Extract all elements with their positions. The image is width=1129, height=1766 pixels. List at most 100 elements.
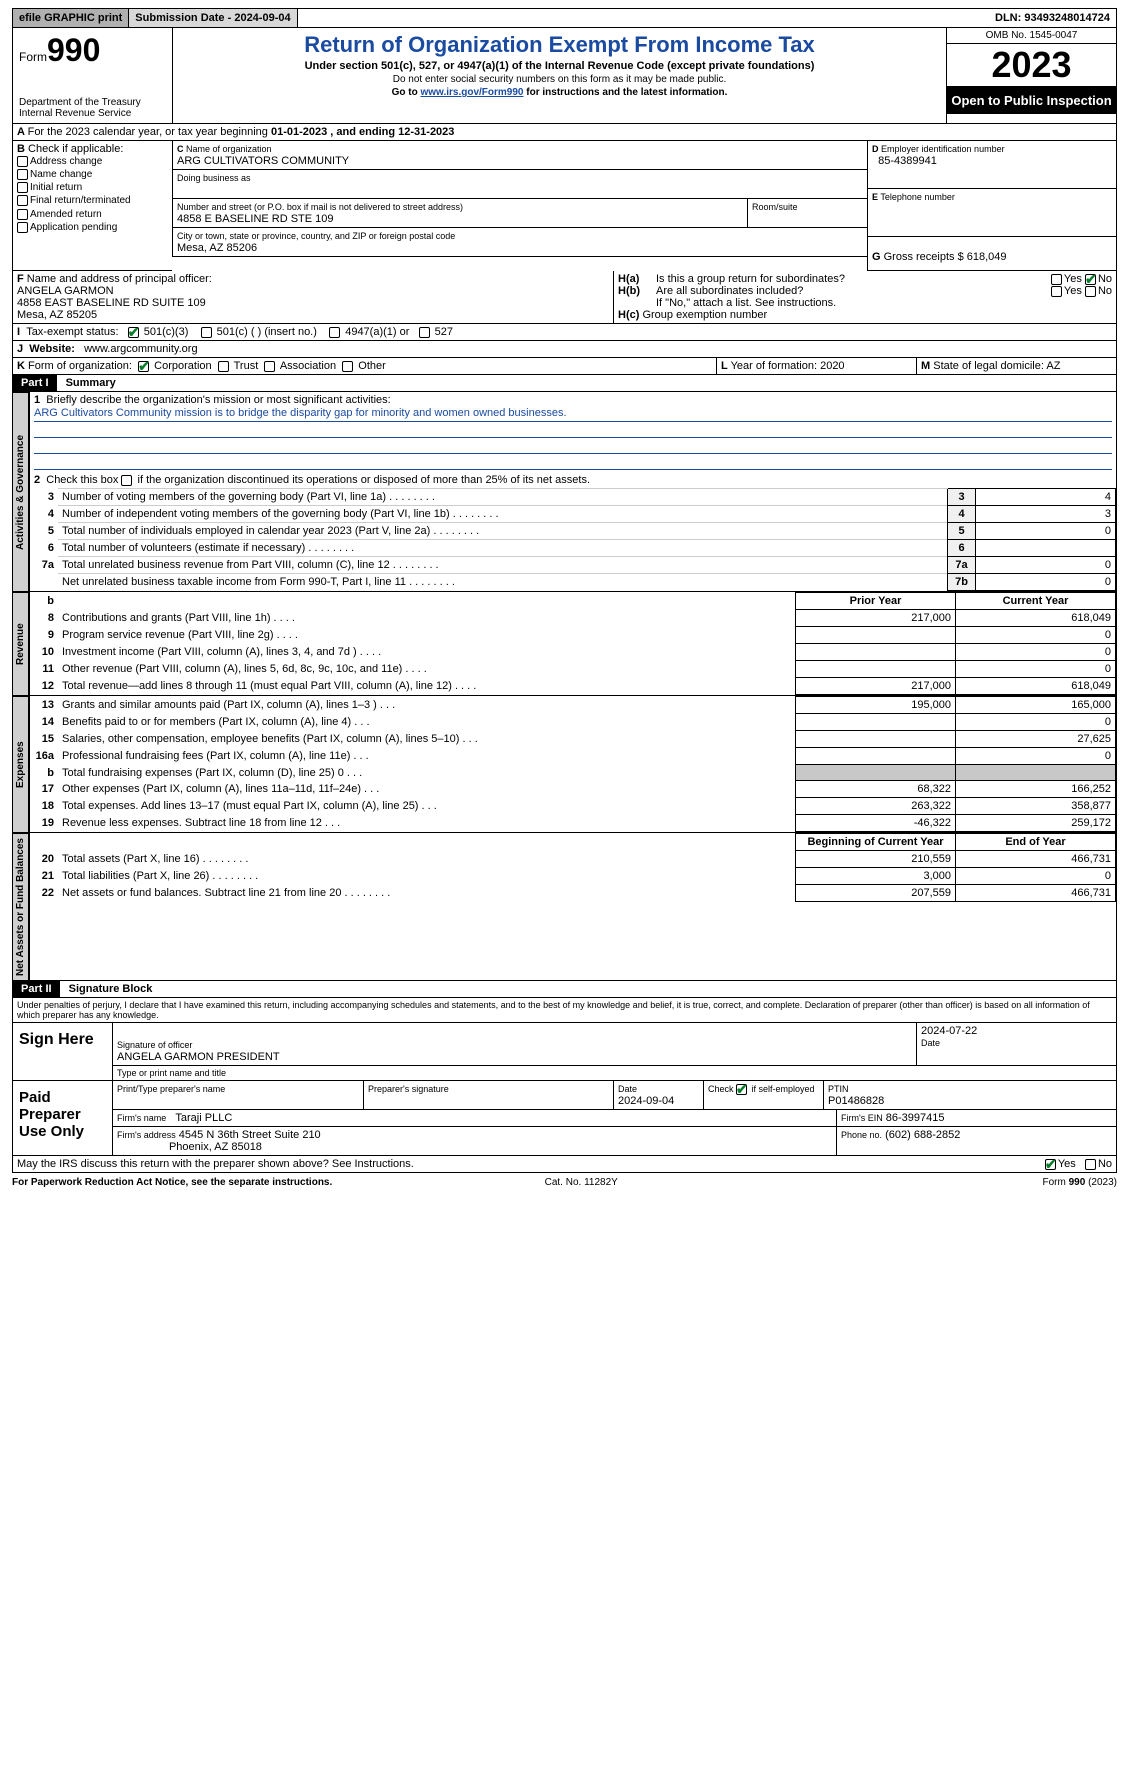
form-990-page: efile GRAPHIC print Submission Date - 20… [0,0,1129,1200]
fh-block: F Name and address of principal officer:… [12,271,1117,324]
paid-preparer-row: Paid Preparer Use Only Print/Type prepar… [12,1081,1117,1156]
chk-address-change[interactable]: Address change [17,155,168,168]
discuss-no[interactable] [1085,1159,1096,1170]
perjury-declaration: Under penalties of perjury, I declare th… [12,998,1117,1023]
topbar: efile GRAPHIC print Submission Date - 20… [12,8,1117,28]
header-mid: Return of Organization Exempt From Incom… [173,28,946,123]
line-a: A For the 2023 calendar year, or tax yea… [12,124,1117,141]
discuss-yes[interactable] [1045,1159,1056,1170]
self-emp-cell: Check if self-employed [708,1084,815,1094]
irs-link[interactable]: www.irs.gov/Form990 [420,87,523,98]
chk-trust[interactable] [218,361,229,372]
table-netassets: Beginning of Current YearEnd of Year20To… [30,833,1116,902]
dln-label: DLN: [995,12,1024,24]
entity-block: B Check if applicable: Address change Na… [12,141,1117,271]
pra-notice: For Paperwork Reduction Act Notice, see … [12,1177,332,1188]
part2-bar: Part II [13,981,60,997]
submission-label: Submission Date - [135,12,234,24]
tab-expenses: Expenses [12,696,29,833]
mission-text: ARG Cultivators Community mission is to … [34,406,1112,422]
officer-addr2: Mesa, AZ 85205 [17,309,97,321]
sec-expenses: Expenses 13Grants and similar amounts pa… [12,696,1117,833]
form-title: Return of Organization Exempt From Incom… [181,32,938,58]
firm-phone: (602) 688-2852 [885,1129,960,1141]
prep-name-label: Print/Type preparer's name [117,1084,225,1094]
chk-4947[interactable] [329,327,340,338]
header-right: OMB No. 1545-0047 2023 Open to Public In… [946,28,1116,123]
cat-no: Cat. No. 11282Y [545,1177,618,1188]
line-j: J Website: www.argcommunity.org [12,341,1117,358]
table-revenue: bPrior YearCurrent Year8Contributions an… [30,592,1116,695]
chk-501c3[interactable] [128,327,139,338]
line-a-pre: For the 2023 calendar year, or tax year … [28,126,271,138]
phone-label: Telephone number [880,192,955,202]
sec-netassets: Net Assets or Fund Balances Beginning of… [12,833,1117,981]
line-l: L Year of formation: 2020 [716,358,916,374]
mission-blank-1 [34,422,1112,438]
l1-label: Briefly describe the organization's miss… [46,394,390,406]
form-number: Form990 [19,32,166,69]
chk-app-pending[interactable]: Application pending [17,221,168,234]
chk-assoc[interactable] [264,361,275,372]
footer: For Paperwork Reduction Act Notice, see … [12,1173,1117,1192]
gross-value: 618,049 [967,251,1007,263]
chk-other[interactable] [342,361,353,372]
line-m: M State of legal domicile: AZ [916,358,1116,374]
hb-yes[interactable] [1051,286,1062,297]
part2-title: Signature Block [63,981,159,997]
chk-discontinued[interactable] [121,475,132,486]
form-footer: Form 990 (2023) [1043,1177,1117,1188]
table-governance: 3Number of voting members of the governi… [30,488,1116,591]
hc-text: Group exemption number [642,309,767,321]
tab-netassets: Net Assets or Fund Balances [12,833,29,981]
prep-sig-label: Preparer's signature [368,1084,449,1094]
date-label: Date [921,1038,940,1048]
chk-initial-return[interactable]: Initial return [17,181,168,194]
firm-addr-label: Firm's address [117,1130,176,1140]
ha-yes[interactable] [1051,274,1062,285]
ha-no[interactable] [1085,274,1096,285]
chk-527[interactable] [419,327,430,338]
ptin-value: P01486828 [828,1095,884,1107]
ha-yesno: Yes No [1002,273,1112,285]
officer-sig-name: ANGELA GARMON PRESIDENT [117,1051,280,1063]
l2-text: Check this box if the organization disco… [46,474,590,486]
dept-treasury: Department of the Treasury Internal Reve… [19,97,166,119]
tab-revenue: Revenue [12,592,29,696]
box-b: B Check if applicable: Address change Na… [12,141,172,271]
hb-no[interactable] [1085,286,1096,297]
chk-self-employed[interactable] [736,1084,747,1095]
chk-name-change[interactable]: Name change [17,168,168,181]
org-name: ARG CULTIVATORS COMMUNITY [177,155,349,167]
room-label: Room/suite [752,202,798,212]
efile-button[interactable]: efile GRAPHIC print [13,9,129,27]
header-row: Form990 Department of the Treasury Inter… [12,28,1117,124]
hb-note: If "No," attach a list. See instructions… [618,297,1112,309]
chk-corp[interactable] [138,361,149,372]
street-value: 4858 E BASELINE RD STE 109 [177,213,334,225]
tax-year-end: 12-31-2023 [398,126,454,138]
firm-name: Taraji PLLC [175,1112,232,1124]
box-deg: D Employer identification number 85-4389… [867,141,1117,271]
officer-name: ANGELA GARMON [17,285,114,297]
mission-blank-3 [34,454,1112,470]
dln: DLN: 93493248014724 [989,9,1116,27]
part1-header: Part I Summary [12,375,1117,392]
ha-text: Is this a group return for subordinates? [656,273,1002,285]
type-name-label: Type or print name and title [113,1066,1116,1080]
discuss-row: May the IRS discuss this return with the… [12,1156,1117,1173]
website-label: Website: [29,343,75,355]
city-label: City or town, state or province, country… [177,231,455,241]
line-i: I Tax-exempt status: 501(c)(3) 501(c) ( … [12,324,1117,341]
officer-addr1: 4858 EAST BASELINE RD SUITE 109 [17,297,206,309]
chk-501c[interactable] [201,327,212,338]
submission-date: Submission Date - 2024-09-04 [129,9,297,27]
dba-label: Doing business as [177,173,251,183]
chk-amended[interactable]: Amended return [17,208,168,221]
l-label: Year of formation: [731,360,820,372]
table-expenses: 13Grants and similar amounts paid (Part … [30,696,1116,832]
sec-revenue: Revenue bPrior YearCurrent Year8Contribu… [12,592,1117,696]
street-label: Number and street (or P.O. box if mail i… [177,202,463,212]
chk-final-return[interactable]: Final return/terminated [17,194,168,207]
ptin-label: PTIN [828,1084,849,1094]
